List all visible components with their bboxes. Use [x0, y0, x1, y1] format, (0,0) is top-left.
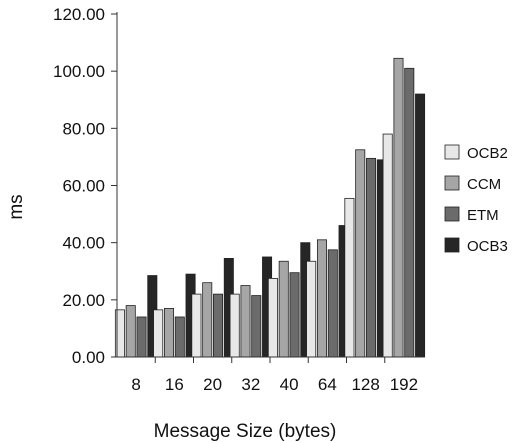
bar-etm-40	[289, 272, 300, 358]
bars-group	[114, 57, 426, 358]
y-tick-label: 0.00	[72, 348, 105, 367]
bar-ccm-40	[278, 260, 289, 358]
bar-ocb2-192	[382, 133, 393, 358]
y-tick-label: 40.00	[62, 234, 105, 253]
bar-etm-16	[174, 316, 185, 358]
x-ticks-group: 8 16 20 32 40 64 128 192	[131, 357, 418, 394]
x-tick-label: 8	[131, 375, 140, 394]
bar-ocb2-32	[229, 293, 240, 358]
bar-ocb2-64	[306, 260, 317, 358]
y-axis-label: ms	[6, 194, 27, 219]
legend-label-etm: ETM	[467, 207, 499, 224]
legend-swatch-ocb2	[444, 144, 460, 160]
bar-ocb2-20	[191, 293, 202, 358]
x-tick-label: 32	[241, 375, 260, 394]
bar-ccm-128	[355, 149, 366, 358]
y-ticks-group: 0.00 20.00 40.00 60.00 80.00 100.00 120.00	[53, 5, 117, 367]
bar-etm-128	[366, 157, 377, 358]
bar-ccm-192	[393, 57, 404, 358]
y-tick-label: 20.00	[62, 291, 105, 310]
bar-etm-32	[251, 295, 262, 358]
x-axis-label: Message Size (bytes)	[154, 421, 337, 442]
bar-ocb2-128	[344, 197, 355, 358]
bar-ocb2-40	[267, 277, 278, 358]
x-tick-label: 64	[318, 375, 337, 394]
bar-ccm-64	[316, 239, 327, 358]
legend-swatch-ocb3	[444, 237, 460, 253]
bar-ccm-32	[240, 285, 251, 358]
x-tick-label: 128	[351, 375, 379, 394]
bar-ocb2-16	[153, 309, 164, 358]
x-tick-label: 16	[165, 375, 184, 394]
bar-etm-64	[327, 249, 338, 358]
bar-ccm-16	[163, 308, 174, 358]
legend-swatch-ccm	[444, 175, 460, 191]
legend-label-ocb3: OCB3	[467, 238, 508, 255]
bar-ccm-20	[202, 282, 213, 358]
x-tick-label: 20	[203, 375, 222, 394]
y-tick-label: 120.00	[53, 5, 105, 24]
bar-etm-8	[136, 316, 147, 358]
x-tick-label: 40	[280, 375, 299, 394]
bar-ocb3-192	[415, 93, 426, 358]
legend: OCB2 CCM ETM OCB3	[444, 144, 508, 255]
legend-swatch-etm	[444, 206, 460, 222]
legend-label-ccm: CCM	[467, 176, 501, 193]
y-tick-label: 80.00	[62, 119, 105, 138]
legend-label-ocb2: OCB2	[467, 145, 508, 162]
y-tick-label: 60.00	[62, 177, 105, 196]
bar-ccm-8	[125, 305, 136, 358]
x-tick-label: 192	[390, 375, 418, 394]
bar-etm-20	[213, 293, 224, 358]
bar-etm-192	[404, 67, 415, 358]
y-tick-label: 100.00	[53, 62, 105, 81]
